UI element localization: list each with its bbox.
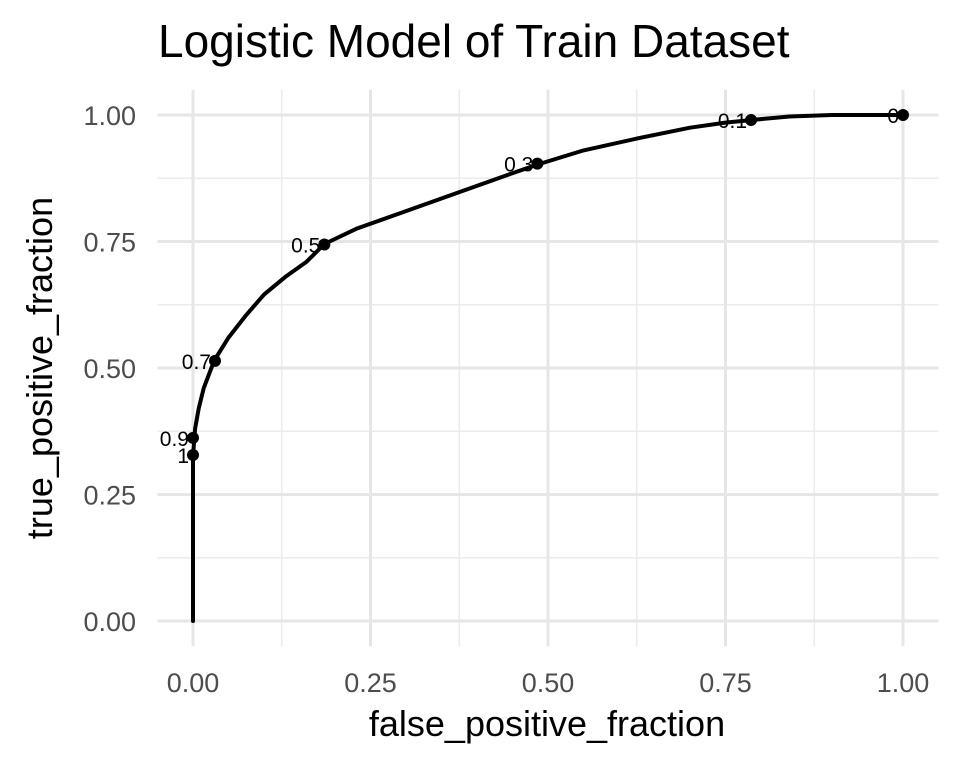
y-axis-title: true_positive_fraction [19, 197, 60, 539]
cutoff-point [318, 238, 331, 251]
cutoff-label: 0 [887, 105, 899, 128]
cutoff-label: 0.7 [182, 351, 211, 374]
cutoff-point [209, 354, 222, 367]
cutoff-label: 0.3 [504, 154, 533, 177]
cutoff-label: 0.1 [718, 110, 747, 133]
y-tick-label: 0.25 [83, 481, 136, 511]
y-tick-label: 0.00 [83, 607, 136, 637]
cutoff-point [531, 157, 544, 170]
y-tick-label: 0.75 [83, 228, 136, 258]
x-tick-label: 0.50 [522, 668, 575, 698]
y-tick-label: 0.50 [83, 354, 136, 384]
grid [157, 89, 939, 647]
x-tick-labels: 0.00 0.25 0.50 0.75 1.00 [167, 668, 930, 698]
cutoff-points: 10.9 0.7 0.5 0.3 0.1 0 [160, 105, 909, 468]
x-tick-label: 0.00 [167, 668, 220, 698]
cutoff-point [897, 109, 909, 121]
cutoff-point [187, 449, 199, 462]
x-axis-title: false_positive_fraction [369, 703, 725, 744]
y-tick-labels: 0.00 0.25 0.50 0.75 1.00 [83, 101, 136, 637]
cutoff-point [745, 114, 758, 127]
cutoff-label: 0.9 [160, 428, 189, 451]
cutoff-label: 1 [177, 445, 189, 468]
x-tick-label: 0.25 [344, 668, 397, 698]
y-tick-label: 1.00 [83, 101, 136, 131]
cutoff-label: 0.5 [291, 235, 320, 258]
chart-title: Logistic Model of Train Dataset [158, 15, 790, 67]
x-tick-label: 0.75 [699, 668, 752, 698]
roc-curve-line [191, 113, 905, 623]
x-tick-label: 1.00 [877, 668, 930, 698]
cutoff-point [187, 431, 199, 444]
